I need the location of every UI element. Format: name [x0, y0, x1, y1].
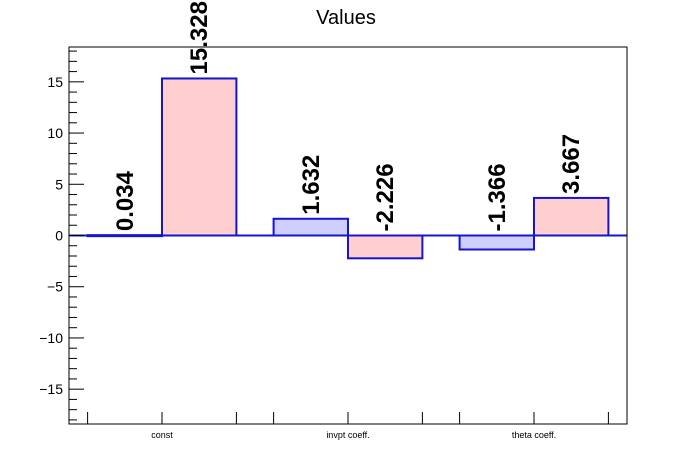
bar-value-label: 15.328 — [186, 1, 213, 74]
chart-title: Values — [316, 7, 376, 29]
x-category-label: invpt coeff. — [326, 430, 369, 440]
y-tick-label: 10 — [47, 125, 63, 141]
y-tick-label: 5 — [55, 176, 63, 192]
bar-value-label: 0.034 — [112, 170, 139, 231]
y-tick-label: −15 — [39, 381, 63, 397]
bar — [161, 77, 238, 237]
chart-axes: −15 −10 −5 0 5 10 15 const invpt coeff. theta coe… — [39, 46, 628, 440]
bar-value-label: 3.667 — [558, 134, 585, 194]
bar — [458, 234, 536, 251]
y-tick-label: −5 — [47, 279, 63, 295]
y-tick-label: 15 — [47, 74, 63, 90]
x-category-label: const — [151, 430, 173, 440]
y-tick-label: −10 — [39, 330, 63, 346]
bar-value-label: -2.226 — [372, 163, 399, 231]
bar-value-label: 1.632 — [298, 155, 325, 215]
bar-value-label: -1.366 — [484, 163, 511, 231]
chart-marks: 0.034 15.328 1.632 -2.226 -1.366 3.667 — [69, 1, 627, 260]
bar — [347, 234, 424, 260]
y-tick-label: 0 — [55, 228, 63, 244]
x-category-label: theta coeff. — [512, 430, 556, 440]
bar — [272, 217, 350, 237]
bar — [533, 196, 610, 237]
